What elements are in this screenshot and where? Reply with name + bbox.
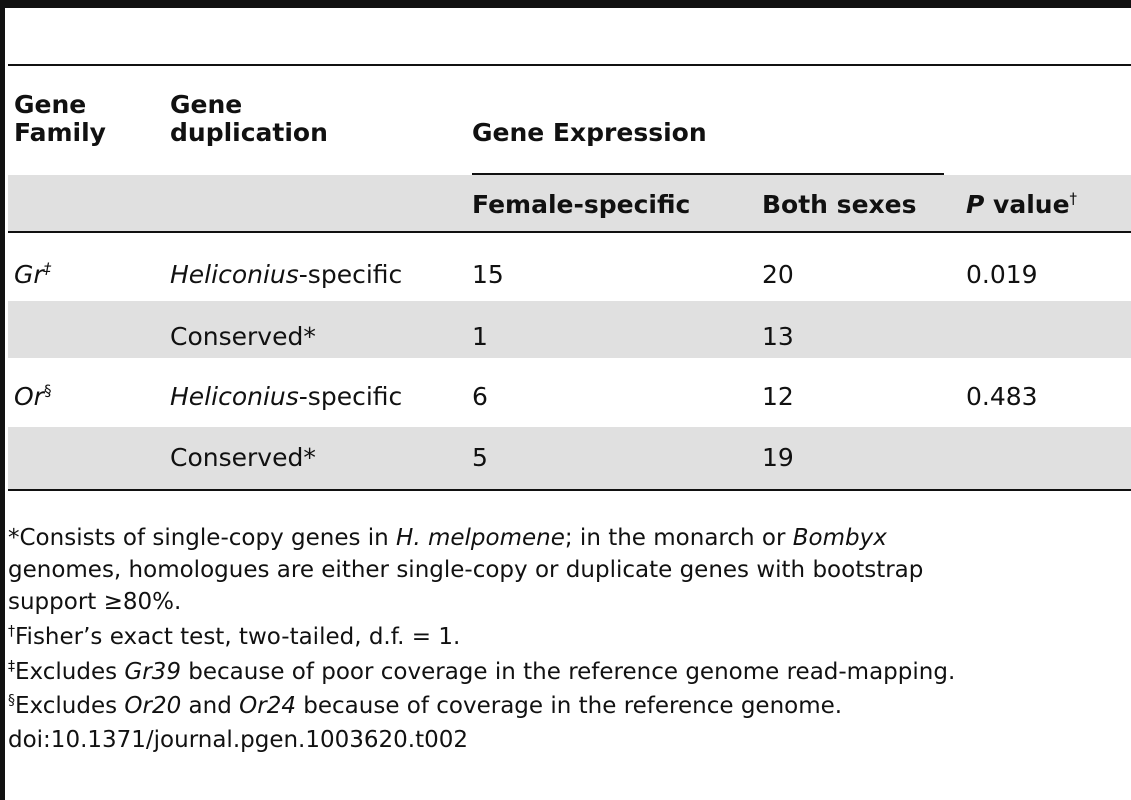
subheader-band	[8, 175, 1131, 231]
header-gene-family-1: Gene	[14, 90, 87, 119]
header-female-specific: Female-specific	[472, 190, 691, 219]
header-both-sexes: Both sexes	[762, 190, 917, 219]
header-gene-family-2: Family	[14, 118, 106, 147]
footnote-star-line1: *Consists of single-copy genes in H. mel…	[8, 525, 887, 551]
footnote-star-line3: support ≥80%.	[8, 589, 182, 615]
left-border	[0, 0, 5, 800]
table-bottom-rule	[8, 489, 1131, 491]
footnote-double-dagger: ‡Excludes Gr39 because of poor coverage …	[8, 658, 956, 685]
row-band-4	[8, 427, 1131, 489]
header-gene-duplication-2: duplication	[170, 118, 328, 147]
doi-link[interactable]: doi:10.1371/journal.pgen.1003620.t002	[8, 727, 469, 753]
footnote-dagger: †Fisher’s exact test, two-tailed, d.f. =…	[8, 623, 461, 650]
top-rule	[0, 0, 1131, 8]
footnote-section: §Excludes Or20 and Or24 because of cover…	[8, 692, 843, 719]
header-gene-expression: Gene Expression	[472, 118, 707, 147]
row-band-2	[8, 301, 1131, 358]
header-p-value: P value†	[966, 189, 1078, 219]
header-top-rule	[8, 64, 1131, 66]
header-gene-duplication-1: Gene	[170, 90, 243, 119]
expression-span-rule	[472, 173, 944, 175]
footnote-star-line2: genomes, homologues are either single-co…	[8, 557, 924, 583]
header-bottom-rule	[8, 231, 1131, 233]
